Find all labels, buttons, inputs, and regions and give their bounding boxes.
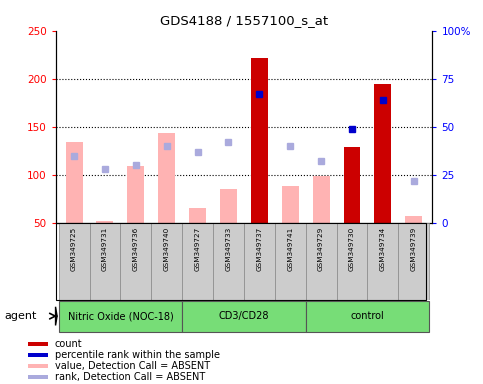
Text: Nitric Oxide (NOC-18): Nitric Oxide (NOC-18) [68, 311, 173, 321]
Bar [66, 142, 83, 223]
Bar [28, 375, 48, 379]
Bar [282, 186, 298, 223]
Bar [158, 134, 175, 223]
Bar [398, 223, 429, 300]
Bar [28, 364, 48, 368]
Text: GSM349733: GSM349733 [226, 227, 231, 271]
Text: GSM349729: GSM349729 [318, 227, 324, 271]
Text: rank, Detection Call = ABSENT: rank, Detection Call = ABSENT [55, 372, 205, 382]
Text: CD3/CD28: CD3/CD28 [219, 311, 269, 321]
Text: GSM349736: GSM349736 [133, 227, 139, 271]
Bar [405, 216, 422, 223]
Bar [306, 301, 429, 332]
Bar [374, 84, 391, 223]
Bar [275, 223, 306, 300]
Bar [368, 223, 398, 300]
Bar [220, 189, 237, 223]
Bar [97, 221, 114, 223]
Text: GSM349741: GSM349741 [287, 227, 293, 271]
Text: GSM349737: GSM349737 [256, 227, 262, 271]
Bar [28, 353, 48, 358]
Text: GSM349739: GSM349739 [411, 227, 417, 271]
Bar [213, 223, 244, 300]
Bar [189, 208, 206, 223]
Bar [337, 223, 368, 300]
Bar [151, 223, 182, 300]
Text: value, Detection Call = ABSENT: value, Detection Call = ABSENT [55, 361, 210, 371]
Bar [306, 223, 337, 300]
Bar [244, 223, 275, 300]
Title: GDS4188 / 1557100_s_at: GDS4188 / 1557100_s_at [160, 14, 328, 27]
Text: percentile rank within the sample: percentile rank within the sample [55, 350, 220, 360]
Bar [120, 223, 151, 300]
Bar [182, 223, 213, 300]
Text: GSM349731: GSM349731 [102, 227, 108, 271]
Bar [89, 223, 120, 300]
Text: agent: agent [5, 311, 37, 321]
Bar [313, 176, 329, 223]
Bar [182, 301, 306, 332]
Text: count: count [55, 339, 83, 349]
Bar [58, 301, 182, 332]
Text: GSM349734: GSM349734 [380, 227, 386, 271]
Text: GSM349727: GSM349727 [195, 227, 200, 271]
Text: GSM349730: GSM349730 [349, 227, 355, 271]
Bar [251, 58, 268, 223]
Polygon shape [56, 307, 57, 326]
Bar [128, 166, 144, 223]
Text: GSM349725: GSM349725 [71, 227, 77, 271]
Bar [58, 223, 89, 300]
Bar [343, 147, 360, 223]
Bar [28, 342, 48, 346]
Text: GSM349740: GSM349740 [164, 227, 170, 271]
Text: control: control [351, 311, 384, 321]
